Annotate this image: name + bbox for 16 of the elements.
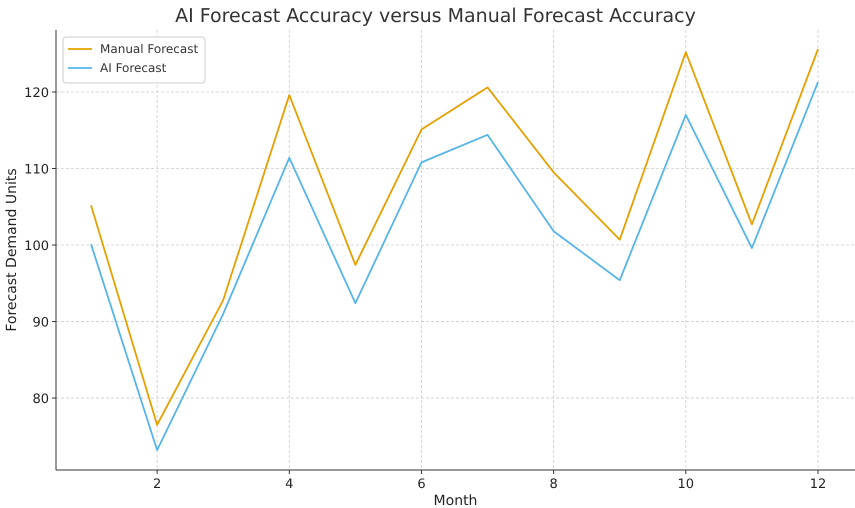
y-tick-label: 80 [32,392,49,408]
y-axis-title: Forecast Demand Units [4,168,20,332]
x-axis-title: Month [434,493,478,508]
x-tick-label: 12 [810,477,826,492]
y-tick-label: 100 [24,239,49,254]
x-tick-label: 6 [417,477,426,492]
y-tick-label: 110 [24,162,49,178]
y-tick-label: 90 [32,316,49,331]
chart-title: AI Forecast Accuracy versus Manual Forecast Accuracy [175,5,696,27]
x-tick-label: 4 [285,477,294,492]
legend-label: Manual Forecast [100,42,198,56]
legend-label: AI Forecast [100,61,167,75]
x-tick-label: 8 [550,477,558,492]
x-tick-label: 10 [678,477,694,492]
y-tick-label: 120 [24,86,49,101]
x-tick-label: 2 [152,477,162,492]
